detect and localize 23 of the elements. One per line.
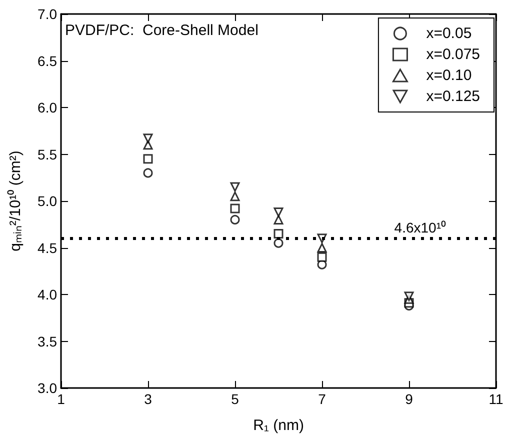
y-tick-label: 4.0 (38, 286, 58, 302)
x-tick-label: 7 (318, 391, 326, 407)
ref-line-label: 4.6x10¹⁰ (394, 219, 446, 236)
x-tick-label: 11 (488, 391, 504, 407)
y-axis-title: qₘᵢₙ²/10¹⁰ (cm²) (7, 150, 24, 252)
x-tick-label: 5 (231, 391, 240, 407)
legend-label: x=0.05 (426, 25, 472, 42)
legend-label: x=0.125 (426, 88, 480, 105)
legend-label: x=0.10 (426, 67, 472, 84)
y-tick-label: 6.0 (38, 100, 58, 116)
y-tick-label: 4.5 (38, 240, 58, 256)
y-tick-label: 7.0 (38, 6, 58, 22)
text: PVDF/PC: Core-Shell Model (65, 22, 258, 39)
y-tick-label: 6.5 (38, 52, 58, 69)
x-tick-label: 1 (57, 391, 66, 407)
y-tick-label: 3.5 (38, 333, 58, 350)
x-axis-title: R₁ (nm) (253, 417, 304, 434)
legend-label: x=0.075 (426, 46, 480, 63)
y-tick-label: 5.5 (38, 146, 58, 162)
y-tick-label: 3.0 (38, 380, 58, 396)
y-tick-label: 5.0 (38, 193, 58, 209)
x-tick-label: 3 (144, 391, 152, 407)
x-tick-label: 9 (405, 391, 414, 407)
